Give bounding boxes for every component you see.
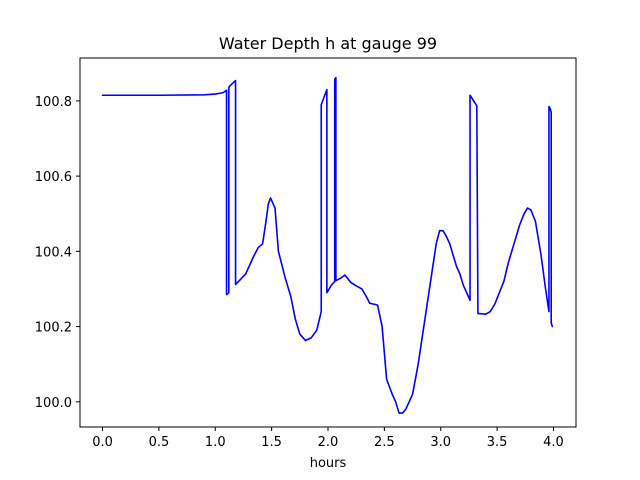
x-tick-label: 4.0 — [543, 435, 564, 450]
x-tick-label: 0.0 — [92, 435, 113, 450]
x-tick-label: 1.5 — [261, 435, 282, 450]
x-axis-label: hours — [310, 456, 347, 471]
x-tick-label: 2.0 — [318, 435, 339, 450]
x-tick-label: 3.5 — [487, 435, 508, 450]
y-tick-label: 100.8 — [35, 95, 72, 110]
plot-frame — [79, 57, 577, 428]
y-tick-label: 100.0 — [35, 396, 72, 411]
x-tick-label: 0.5 — [149, 435, 170, 450]
x-tick-label: 1.0 — [205, 435, 226, 450]
x-tick-label: 3.0 — [430, 435, 451, 450]
y-tick-label: 100.4 — [35, 245, 72, 260]
chart-title: Water Depth h at gauge 99 — [219, 34, 437, 53]
y-axis: 100.0 100.2 100.4 100.6 100.8 — [35, 95, 80, 411]
y-tick-label: 100.2 — [35, 321, 72, 336]
x-axis: 0.0 0.5 1.0 1.5 2.0 2.5 3.0 3.5 4.0 — [92, 427, 564, 450]
water-depth-line — [101, 76, 554, 414]
x-tick-label: 2.5 — [374, 435, 395, 450]
y-tick-label: 100.6 — [35, 170, 72, 185]
